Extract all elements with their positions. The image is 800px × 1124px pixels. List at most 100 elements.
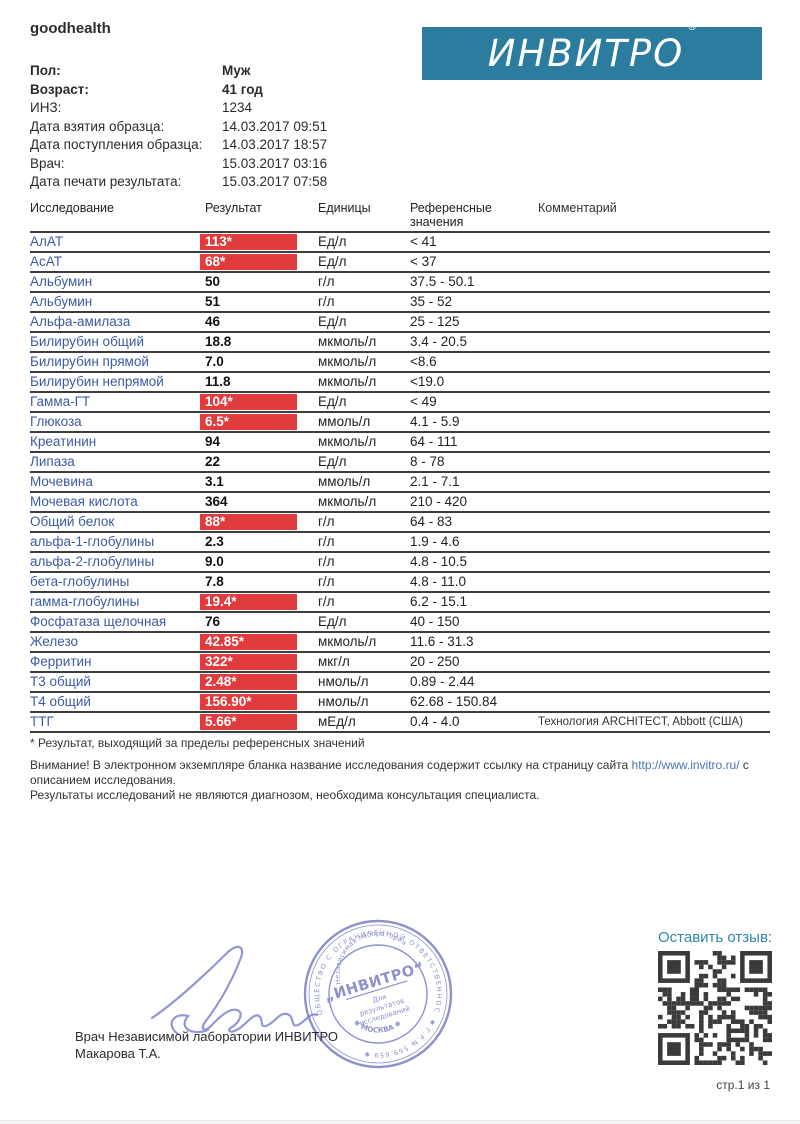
table-row: альфа-1-глобулины 2.3 г/л 1.9 - 4.6	[30, 533, 770, 553]
patient-info-value: 14.03.2017 09:51	[222, 118, 328, 134]
test-name-link[interactable]: Гамма-ГТ	[30, 394, 91, 409]
reference-range: 4.1 - 5.9	[410, 414, 460, 429]
units-value: Ед/л	[318, 314, 347, 329]
reference-range: 64 - 83	[410, 514, 453, 529]
units-value: мкмоль/л	[318, 334, 377, 349]
table-row: Гамма-ГТ 104* Ед/л < 49	[30, 393, 770, 413]
test-name-link[interactable]: Мочевая кислота	[30, 494, 138, 509]
units-value: Ед/л	[318, 614, 347, 629]
test-name-link[interactable]: Билирубин общий	[30, 334, 144, 349]
test-name-link[interactable]: Фосфатаза щелочная	[30, 614, 167, 629]
result-value: 46	[205, 314, 221, 329]
test-name-link[interactable]: Глюкоза	[30, 414, 82, 429]
stamp-center-line1: Для	[372, 993, 388, 1005]
units-value: г/л	[318, 554, 335, 569]
stamp-outer-circle	[303, 919, 453, 1069]
patient-info-value: 14.03.2017 18:57	[222, 137, 328, 152]
qr-code[interactable]	[658, 951, 772, 1065]
test-name-link[interactable]: Билирубин прямой	[30, 354, 149, 369]
test-name-link[interactable]: Альбумин	[30, 274, 93, 289]
test-name-link[interactable]: гамма-глобулины	[30, 594, 140, 609]
reference-range: 1.9 - 4.6	[410, 534, 460, 549]
column-header-comment: Комментарий	[538, 201, 617, 215]
invitro-site-link[interactable]: http://www.invitro.ru/	[631, 758, 740, 772]
result-value: 42.85*	[200, 634, 297, 650]
patient-info-label: Возраст:	[30, 81, 89, 97]
result-value: 104*	[200, 394, 297, 410]
page-bottom-edge	[0, 1120, 800, 1124]
table-row: Ферритин 322* мкг/л 20 - 250	[30, 653, 770, 673]
test-name-link[interactable]: Липаза	[30, 454, 75, 469]
units-value: мкмоль/л	[318, 354, 377, 369]
test-name-link[interactable]: Альбумин	[30, 294, 93, 309]
signature-stroke	[150, 945, 319, 1033]
result-value: 51	[205, 294, 221, 309]
test-name-link[interactable]: Билирубин непрямой	[30, 374, 164, 389]
doctor-name: Макарова Т.А.	[75, 1046, 161, 1061]
table-row: Фосфатаза щелочная 76 Ед/л 40 - 150	[30, 613, 770, 633]
patient-info-row: Дата печати результата: 15.03.2017 07:58	[30, 173, 450, 192]
footnote-disclaimer: Результаты исследований не являются диаг…	[30, 788, 540, 802]
units-value: г/л	[318, 594, 335, 609]
table-row: гамма-глобулины 19.4* г/л 6.2 - 15.1	[30, 593, 770, 613]
patient-info-value: 1234	[222, 100, 253, 115]
table-row: ТТГ 5.66* мЕд/л 0.4 - 4.0 Технология ARC…	[30, 713, 770, 733]
units-value: мкмоль/л	[318, 634, 377, 649]
test-name-link[interactable]: Общий белок	[30, 514, 115, 529]
results-table: Исследование Результат Единицы Референсн…	[30, 201, 770, 733]
test-name-link[interactable]: Альфа-амилаза	[30, 314, 131, 329]
test-name-link[interactable]: альфа-1-глобулины	[30, 534, 155, 549]
result-value: 94	[205, 434, 221, 449]
test-name-link[interactable]: АлАТ	[30, 234, 64, 249]
reference-range: 40 - 150	[410, 614, 460, 629]
test-name-link[interactable]: Ферритин	[30, 654, 92, 669]
test-name-link[interactable]: ТТГ	[30, 714, 54, 729]
result-value: 22	[205, 454, 221, 469]
units-value: нмоль/л	[318, 694, 369, 709]
reference-range: 25 - 125	[410, 314, 460, 329]
reference-range: < 37	[410, 254, 437, 269]
column-header-units: Единицы	[318, 201, 371, 215]
units-value: Ед/л	[318, 254, 347, 269]
column-header-reference: Референсные значения	[410, 201, 492, 229]
patient-info-row: ИНЗ: 1234	[30, 99, 450, 118]
result-value: 2.48*	[200, 674, 297, 690]
result-value: 50	[205, 274, 221, 289]
result-value: 18.8	[205, 334, 232, 349]
units-value: г/л	[318, 274, 335, 289]
registered-mark-icon: ®	[687, 22, 700, 33]
result-value: 322*	[200, 654, 297, 670]
test-name-link[interactable]: Железо	[30, 634, 78, 649]
units-value: ммоль/л	[318, 414, 371, 429]
test-name-link[interactable]: Т3 общий	[30, 674, 91, 689]
table-row: АсАТ 68* Ед/л < 37	[30, 253, 770, 273]
table-row: Креатинин 94 мкмоль/л 64 - 111	[30, 433, 770, 453]
reference-range: 11.6 - 31.3	[410, 634, 474, 649]
result-value: 88*	[200, 514, 297, 530]
table-row: Мочевая кислота 364 мкмоль/л 210 - 420	[30, 493, 770, 513]
result-value: 7.0	[205, 354, 224, 369]
result-value: 113*	[200, 234, 297, 250]
reference-range: 0.89 - 2.44	[410, 674, 475, 689]
reference-range: 64 - 111	[410, 434, 458, 449]
reference-range: 2.1 - 7.1	[410, 474, 460, 489]
units-value: Ед/л	[318, 394, 347, 409]
result-value: 7.8	[205, 574, 224, 589]
result-value: 364	[205, 494, 228, 509]
table-row: Общий белок 88* г/л 64 - 83	[30, 513, 770, 533]
table-row: Железо 42.85* мкмоль/л 11.6 - 31.3	[30, 633, 770, 653]
footnote-attention: Внимание! В электронном экземпляре бланк…	[30, 758, 749, 787]
patient-info-row: Врач: 15.03.2017 03:16	[30, 155, 450, 174]
test-name-link[interactable]: альфа-2-глобулины	[30, 554, 155, 569]
test-name-link[interactable]: Т4 общий	[30, 694, 91, 709]
signature-flourish	[170, 1014, 210, 1036]
table-row: Т3 общий 2.48* нмоль/л 0.89 - 2.44	[30, 673, 770, 693]
table-row: Липаза 22 Ед/л 8 - 78	[30, 453, 770, 473]
test-name-link[interactable]: АсАТ	[30, 254, 62, 269]
table-row: Мочевина 3.1 ммоль/л 2.1 - 7.1	[30, 473, 770, 493]
test-name-link[interactable]: Креатинин	[30, 434, 97, 449]
test-name-link[interactable]: Мочевина	[30, 474, 93, 489]
patient-info-label: Дата печати результата:	[30, 174, 182, 189]
test-name-link[interactable]: бета-глобулины	[30, 574, 130, 589]
